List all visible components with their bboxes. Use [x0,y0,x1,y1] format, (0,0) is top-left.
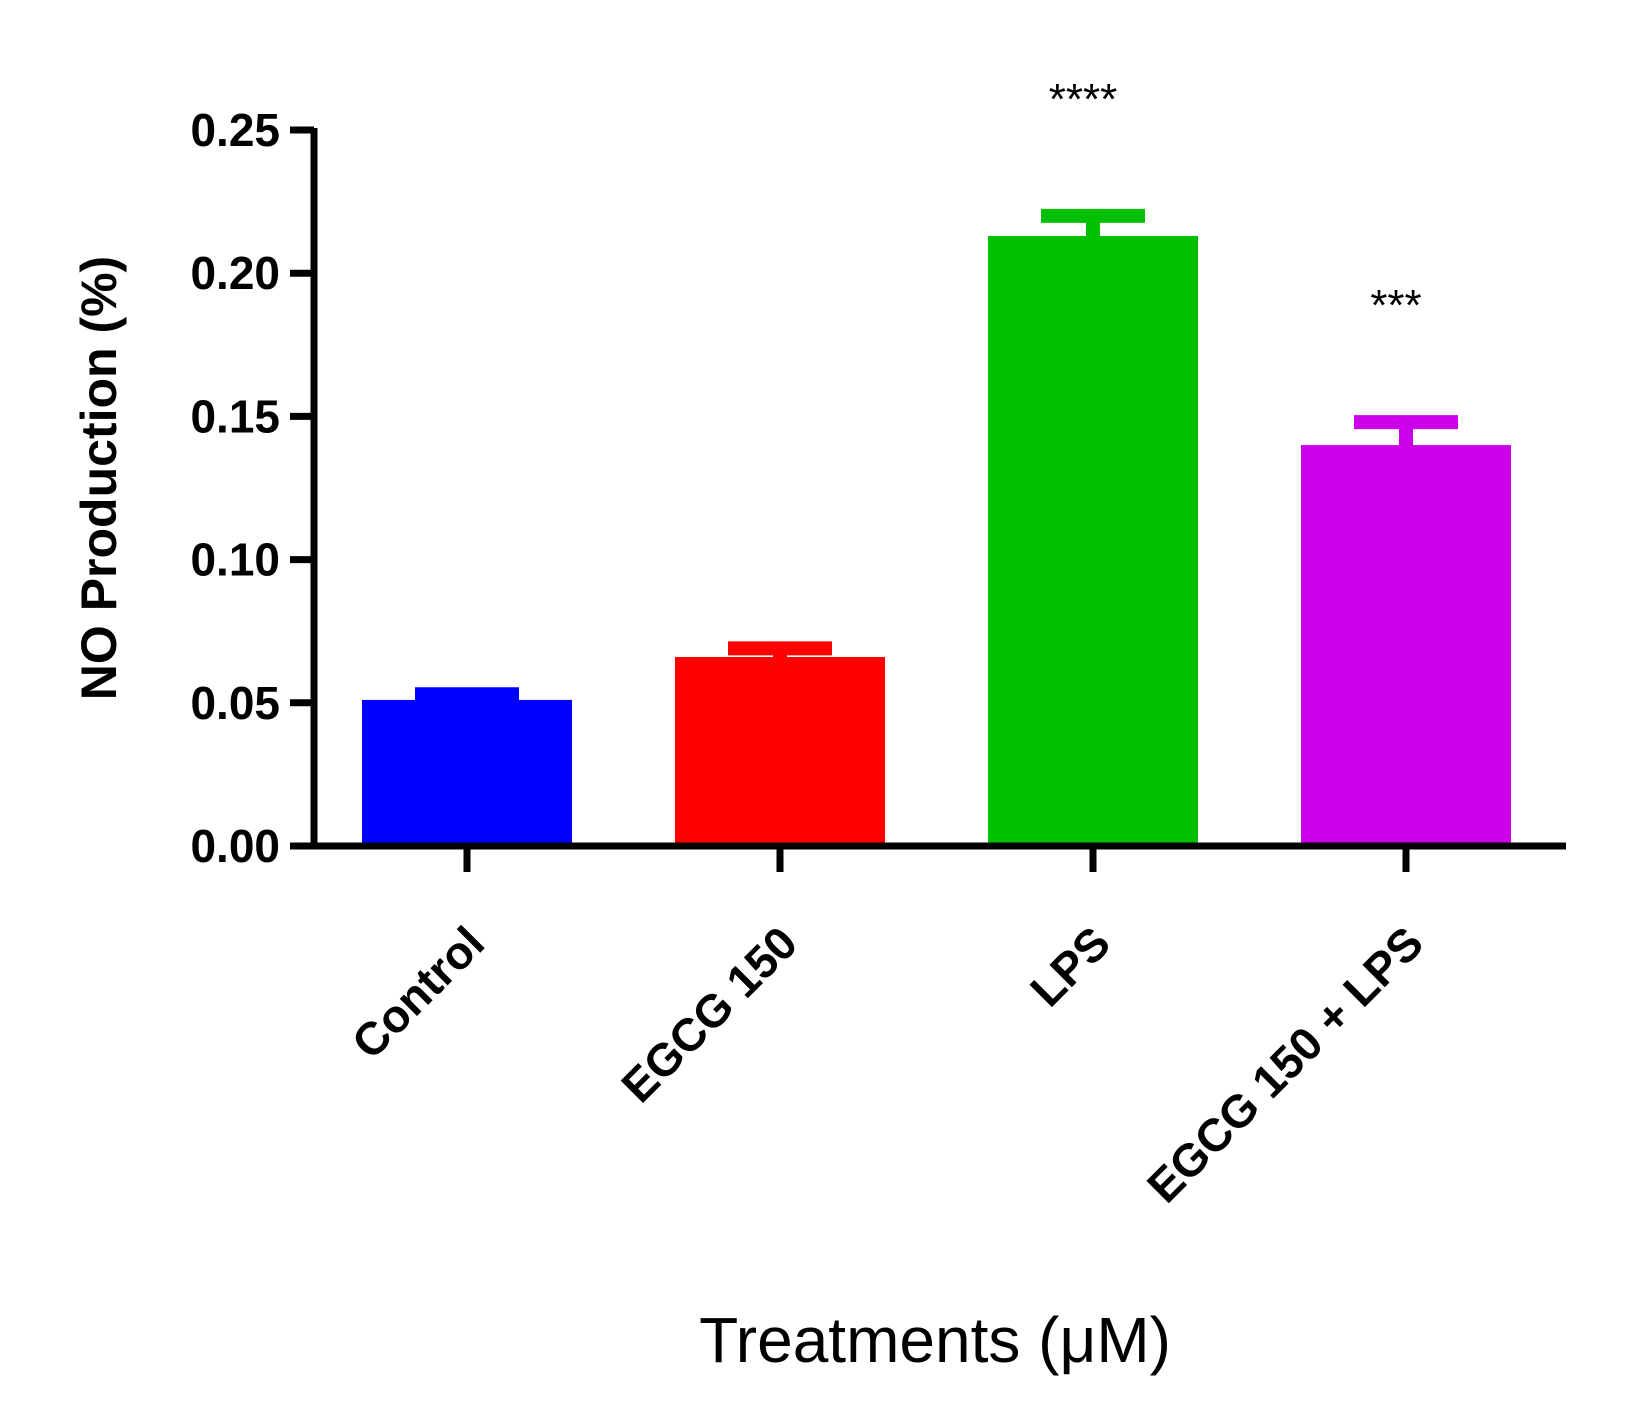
x-tick-label: EGCG 150 + LPS [1137,916,1433,1212]
bars [362,235,1511,843]
y-axis-title: NO Production (%) [71,256,127,700]
significance-label: **** [1049,75,1118,124]
bar [362,699,572,843]
y-tick-label: 0.00 [190,820,280,872]
x-axis-ticks: Control EGCG 150 LPS EGCG 150 + LPS [342,846,1433,1213]
error-bars [415,208,1458,702]
bar [988,235,1198,843]
x-tick-label: LPS [1020,916,1120,1016]
y-tick-label: 0.10 [190,534,280,586]
bar [675,656,885,843]
bar [1301,445,1511,843]
y-tick-label: 0.05 [190,677,280,729]
significance-label: *** [1370,281,1421,330]
x-tick-label: Control [342,916,494,1068]
x-axis-title: Treatments (μM) [699,1304,1171,1376]
y-tick-label: 0.15 [190,390,280,442]
y-tick-label: 0.25 [190,104,280,156]
y-axis-ticks: 0.00 0.05 0.10 0.15 0.20 0.25 [190,104,314,872]
y-tick-label: 0.20 [190,247,280,299]
significance-markers: ******* [1049,75,1422,330]
x-tick-label: EGCG 150 [611,916,807,1112]
